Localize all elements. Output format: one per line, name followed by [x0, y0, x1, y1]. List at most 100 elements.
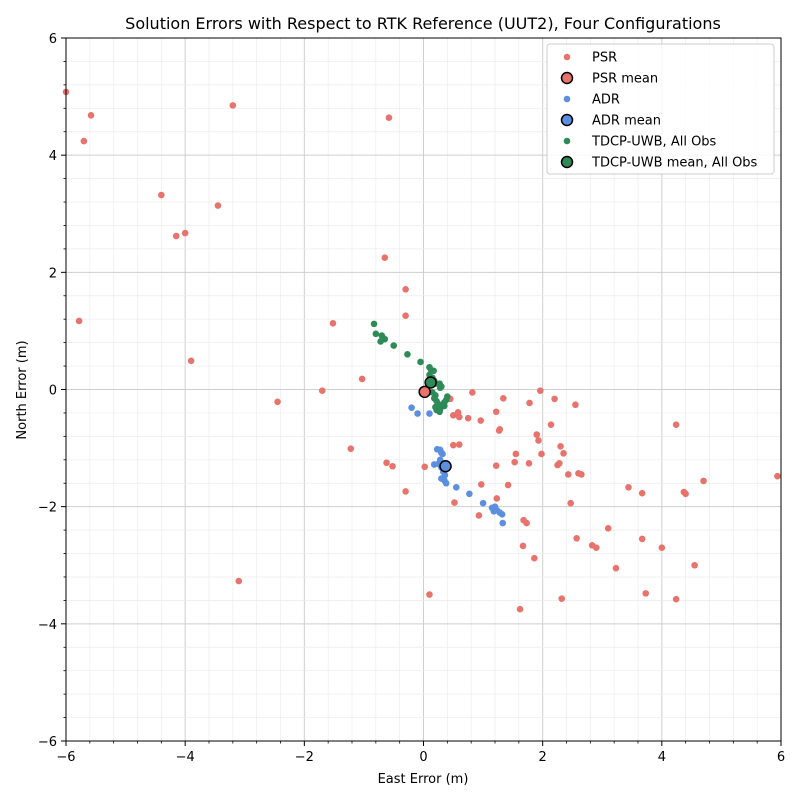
adr-point [426, 410, 433, 417]
psr-point [512, 450, 520, 458]
psr-point [158, 191, 165, 199]
psr-point [172, 232, 180, 240]
psr-point [329, 320, 337, 327]
tdcp-uwb-all-obs-point [436, 408, 443, 416]
psr-point [455, 441, 463, 448]
psr-point [672, 421, 680, 428]
psr-point [455, 413, 463, 421]
x-tick-label: −2 [295, 750, 314, 765]
psr-point [229, 102, 237, 109]
psr-point [560, 450, 567, 457]
legend-label-psr: PSR [592, 51, 617, 66]
psr-point [572, 401, 579, 409]
psr-point [774, 472, 781, 480]
psr-point [691, 561, 698, 569]
data-points [62, 88, 781, 613]
legend-marker-adr-mean [560, 113, 574, 127]
psr-point [658, 544, 666, 551]
x-tick-label: −6 [56, 750, 75, 765]
adr-point [499, 519, 507, 527]
psr-point [557, 443, 564, 450]
adr-point [430, 461, 438, 468]
psr-point [426, 591, 433, 598]
adr-point [498, 510, 506, 518]
chart-title: Solution Errors with Respect to RTK Refe… [125, 14, 721, 33]
psr-point [638, 535, 646, 543]
y-axis-label: North Error (m) [15, 340, 30, 439]
psr-point [516, 605, 524, 613]
grid [65, 37, 782, 742]
psr-point [493, 495, 501, 502]
psr-point [358, 375, 366, 383]
legend-label-tdcp-uwb-all-obs: TDCP-UWB, All Obs [591, 135, 717, 150]
psr-point [682, 490, 689, 498]
psr-point [538, 450, 545, 458]
psr-point [383, 459, 390, 467]
psr-point [402, 286, 409, 293]
psr-point [700, 477, 707, 485]
legend-box [546, 43, 775, 175]
tdcp-uwb-all-obs-point [372, 330, 380, 338]
psr-point [592, 544, 600, 551]
tdcp-uwb-all-obs-mean-marker [424, 376, 437, 389]
psr-point [402, 488, 409, 495]
adr-point [442, 479, 450, 487]
x-tick-label: 4 [658, 750, 666, 765]
adr-point [490, 508, 498, 515]
psr-point [564, 471, 572, 478]
psr-point [318, 387, 326, 394]
adr-point [452, 484, 460, 491]
psr-point [526, 399, 533, 407]
psr-point [421, 463, 428, 471]
psr-point [274, 398, 281, 406]
axis-ticks: −6−6 −4 −4 −2 −2 0 0 2 2 4 4 6 6 [38, 32, 785, 765]
tdcp-uwb-all-obs-point [417, 358, 424, 366]
psr-point [80, 137, 88, 145]
psr-point [492, 462, 500, 469]
psr-point [477, 417, 485, 424]
psr-point [519, 542, 527, 550]
psr-point [625, 484, 632, 491]
tdcp-uwb-all-obs-point [390, 342, 398, 349]
psr-point [475, 512, 483, 519]
psr-point [449, 411, 457, 419]
psr-point [531, 554, 538, 562]
legend-marker-psr [563, 53, 571, 61]
psr-point [558, 595, 566, 602]
y-tick-label: 4 [49, 149, 57, 164]
psr-point [347, 445, 355, 452]
legend-label-psr-mean: PSR mean [592, 72, 658, 87]
psr-point [523, 519, 530, 527]
legend-marker-tdcp-uwb-all-obs [563, 137, 571, 145]
y-tick-label: −6 [38, 735, 57, 750]
tdcp-uwb-all-obs-point [377, 338, 384, 345]
y-tick-label: 0 [49, 384, 57, 399]
psr-point [385, 114, 393, 121]
psr-point [389, 462, 396, 470]
psr-point [477, 481, 485, 488]
psr-point [75, 317, 83, 325]
legend-marker-psr-mean [560, 71, 574, 85]
psr-point [235, 577, 243, 585]
psr-point [181, 229, 189, 237]
adr-point [408, 404, 415, 411]
psr-point [464, 414, 472, 422]
x-tick-label: 0 [419, 750, 427, 765]
psr-point [612, 564, 620, 572]
psr-point [469, 389, 476, 396]
tdcp-uwb-all-obs-point [430, 394, 438, 402]
legend-marker-adr [563, 95, 571, 103]
psr-point [504, 481, 512, 489]
legend-label-adr: ADR [592, 93, 620, 108]
psr-point [672, 595, 680, 603]
psr-point [533, 431, 541, 438]
psr-point [604, 525, 612, 532]
psr-point [536, 387, 544, 394]
psr-mean-marker [418, 385, 431, 399]
legend-label-adr-mean: ADR mean [592, 114, 661, 129]
x-tick-label: 2 [539, 750, 547, 765]
psr-point [638, 489, 646, 497]
tdcp-uwb-all-obs-point [436, 384, 444, 392]
psr-point [642, 590, 650, 597]
